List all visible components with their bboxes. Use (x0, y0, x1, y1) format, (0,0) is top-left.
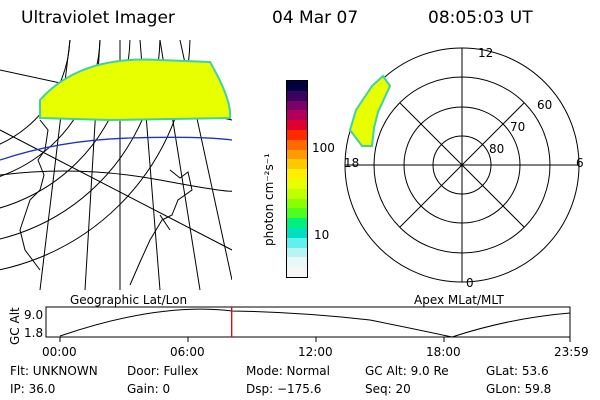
polar-ring-60 (373, 76, 551, 254)
lat-60-label: 60 (537, 98, 553, 112)
meridian-lines (0, 40, 232, 290)
altitude-curve (59, 308, 571, 338)
gc-altitude: GC Alt: 9.0 Re (365, 364, 449, 378)
colorbar-swatch-5 (287, 129, 307, 140)
polar-ring-80 (432, 135, 492, 195)
colorbar-swatch-11 (287, 188, 307, 199)
apex-panel-label: Apex MLat/MLT (414, 293, 504, 307)
alt-xtick-3: 18:00 (426, 345, 461, 359)
polar-ring-70 (403, 106, 521, 224)
colorbar-swatch-9 (287, 169, 307, 179)
colorbar-swatch-19 (287, 267, 307, 277)
alt-xtick-2: 12:00 (298, 345, 333, 359)
colorbar-swatch-17 (287, 247, 307, 258)
colorbar-swatch-0 (287, 81, 307, 91)
sequence-value: Seq: 20 (365, 382, 411, 396)
colorbar-tick-10: 10 (314, 228, 330, 242)
colorbar (286, 80, 308, 278)
colorbar-swatch-3 (287, 110, 307, 121)
colorbar-swatch-18 (287, 257, 307, 268)
mode-status: Mode: Normal (246, 364, 330, 378)
app-title: Ultraviolet Imager (21, 8, 175, 28)
alt-xtick-0: 00:00 (42, 345, 77, 359)
door-status: Door: Fullex (127, 364, 199, 378)
latitude-circles (0, 40, 191, 271)
alt-xtick-1: 06:00 (170, 345, 205, 359)
colorbar-swatch-8 (287, 159, 307, 170)
geo-longitude: GLon: 59.8 (486, 382, 552, 396)
colorbar-unit-label: photon cm⁻²s⁻¹ (262, 153, 276, 246)
colorbar-swatch-10 (287, 178, 307, 189)
geo-latitude: GLat: 53.6 (486, 364, 549, 378)
coastline (19, 119, 193, 286)
magnetic-line (0, 136, 232, 161)
colorbar-swatch-13 (287, 208, 307, 219)
colorbar-swatch-1 (287, 90, 307, 101)
geo-panel-label: Geographic Lat/Lon (70, 293, 188, 307)
colorbar-swatch-2 (287, 100, 307, 111)
altitude-axis-label: GC Alt (8, 307, 22, 345)
colorbar-swatch-14 (287, 218, 307, 228)
alt-ytick-1-8: 1.8 (24, 326, 44, 340)
mlt-6-label: 6 (576, 156, 584, 170)
colorbar-swatch-12 (287, 198, 307, 209)
date-label: 04 Mar 07 (272, 8, 359, 28)
ip-value: IP: 36.0 (10, 382, 56, 396)
alt-xtick-4: 23:59 (554, 345, 589, 359)
colorbar-swatch-6 (287, 139, 307, 150)
aurora-region (39, 58, 232, 122)
colorbar-swatch-16 (287, 237, 307, 248)
gain-value: Gain: 0 (127, 382, 171, 396)
dsp-value: Dsp: −175.6 (246, 382, 322, 396)
colorbar-swatch-4 (287, 120, 307, 130)
mlt-0-label: 0 (466, 276, 474, 290)
colorbar-tick-100: 100 (312, 141, 335, 155)
alt-ytick-9: 9.0 (24, 308, 44, 322)
colorbar-swatch-15 (287, 227, 307, 238)
flight-status: Flt: UNKNOWN (10, 364, 98, 378)
colorbar-swatch-7 (287, 149, 307, 160)
polar-aurora-region (348, 74, 392, 147)
mlt-12-label: 12 (478, 46, 494, 60)
lat-80-label: 80 (489, 142, 505, 156)
lat-70-label: 70 (510, 120, 526, 134)
mlt-18-label: 18 (344, 156, 360, 170)
time-label: 08:05:03 UT (428, 8, 533, 28)
polar-ring-50 (344, 47, 580, 283)
